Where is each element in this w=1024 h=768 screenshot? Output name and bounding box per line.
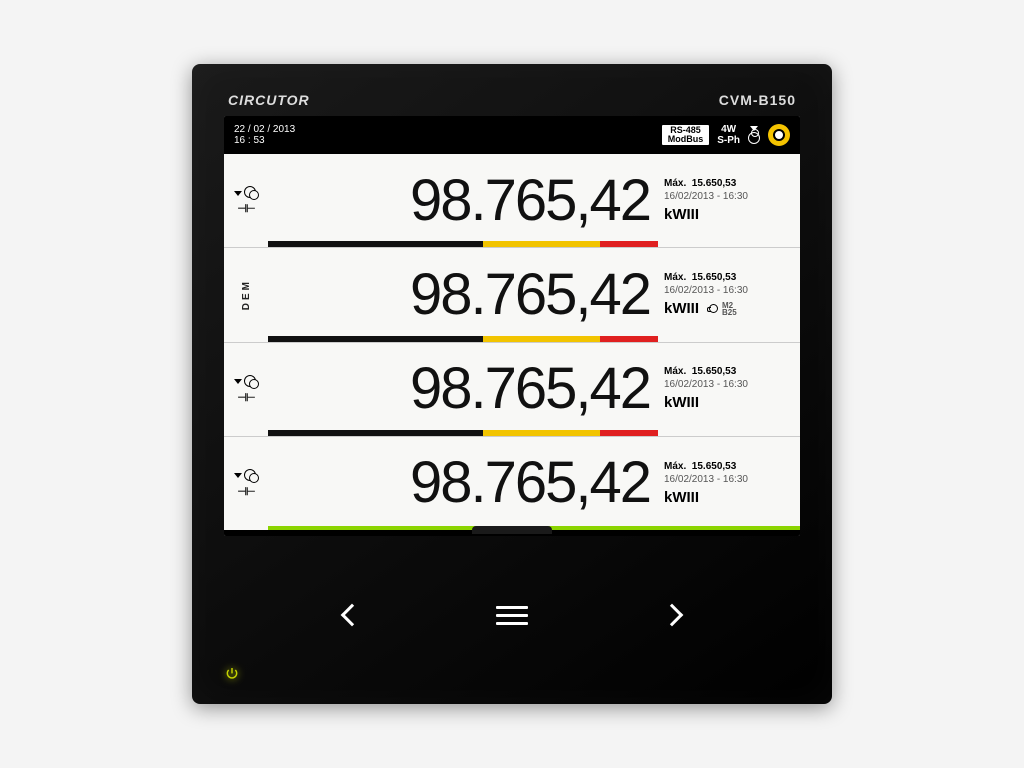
reading-row: ⊣⊢ 98.765,42 Máx. 15.650,53 16/02/2013 -… <box>224 154 800 247</box>
row-value-area: 98.765,42 <box>268 154 658 247</box>
screen: 22 / 02 / 2013 16 : 53 RS-485 ModBus 4W … <box>224 116 800 536</box>
max-timestamp: 16/02/2013 - 16:30 <box>664 284 800 297</box>
reading-value: 98.765,42 <box>410 457 650 509</box>
wiring-top: 4W <box>721 124 736 135</box>
max-label: Máx. <box>664 178 686 189</box>
max-label: Máx. <box>664 272 686 283</box>
status-wiring: 4W S-Ph <box>717 124 740 146</box>
reading-value: 98.765,42 <box>410 175 650 227</box>
unit-label: kWIII <box>664 299 699 319</box>
row-value-area: 98.765,42 <box>268 437 658 530</box>
max-value: 15.650,53 <box>692 366 737 377</box>
row-left-indicator: ⊣⊢ <box>224 437 268 530</box>
row-value-area: 98.765,42 <box>268 343 658 436</box>
max-timestamp: 16/02/2013 - 16:30 <box>664 473 800 486</box>
menu-icon <box>496 606 528 625</box>
row-info: Máx. 15.650,53 16/02/2013 - 16:30 kWIII <box>658 437 800 530</box>
chevron-left-icon <box>341 604 364 627</box>
protocol-bottom: ModBus <box>668 135 704 144</box>
status-date: 22 / 02 / 2013 <box>234 124 295 135</box>
record-indicator-icon <box>768 124 790 146</box>
row-info: Máx. 15.650,53 16/02/2013 - 16:30 kWIII … <box>658 248 800 341</box>
reading-value: 98.765,42 <box>410 269 650 321</box>
capacitor-icon: ⊣⊢ <box>237 391 254 404</box>
unit-label: kWIII <box>664 205 800 225</box>
max-label: Máx. <box>664 461 686 472</box>
wiring-bottom: S-Ph <box>717 135 740 146</box>
capacitor-icon: ⊣⊢ <box>237 485 254 498</box>
row-value-area: 98.765,42 <box>268 248 658 341</box>
next-button[interactable] <box>652 595 692 635</box>
bezel-header: CIRCUTOR CVM-B150 <box>224 92 800 108</box>
reading-row: ⊣⊢ 98.765,42 Máx. 15.650,53 16/02/2013 -… <box>224 436 800 530</box>
reading-value: 98.765,42 <box>410 363 650 415</box>
max-timestamp: 16/02/2013 - 16:30 <box>664 378 800 391</box>
unit-label: kWIII <box>664 488 800 508</box>
capacitor-icon: ⊣⊢ <box>237 202 254 215</box>
brand-label: CIRCUTOR <box>228 92 310 108</box>
screen-handle <box>224 530 800 536</box>
row-left-indicator: ⊣⊢ <box>224 154 268 247</box>
tariff-indicator: M2B25 <box>709 302 737 316</box>
status-datetime: 22 / 02 / 2013 16 : 53 <box>234 124 295 146</box>
status-time: 16 : 53 <box>234 135 295 146</box>
nav-bar <box>224 546 800 684</box>
row-left-indicator: ⊣⊢ <box>224 343 268 436</box>
model-label: CVM-B150 <box>719 92 796 108</box>
max-value: 15.650,53 <box>692 461 737 472</box>
dem-label: DEM <box>241 279 252 310</box>
max-value: 15.650,53 <box>692 272 737 283</box>
menu-button[interactable] <box>492 595 532 635</box>
row-left-indicator: DEM <box>224 248 268 341</box>
tariff-icon <box>709 304 718 313</box>
unit-label: kWIII <box>664 393 800 413</box>
reading-rows: ⊣⊢ 98.765,42 Máx. 15.650,53 16/02/2013 -… <box>224 154 800 530</box>
link-icon <box>748 126 760 144</box>
reading-row: DEM 98.765,42 Máx. 15.650,53 16/02/2013 … <box>224 247 800 341</box>
row-info: Máx. 15.650,53 16/02/2013 - 16:30 kWIII <box>658 343 800 436</box>
power-icon <box>224 666 240 682</box>
reading-row: ⊣⊢ 98.765,42 Máx. 15.650,53 16/02/2013 -… <box>224 342 800 436</box>
max-timestamp: 16/02/2013 - 16:30 <box>664 190 800 203</box>
row-info: Máx. 15.650,53 16/02/2013 - 16:30 kWIII <box>658 154 800 247</box>
max-value: 15.650,53 <box>692 178 737 189</box>
max-label: Máx. <box>664 366 686 377</box>
status-protocol: RS-485 ModBus <box>662 125 710 145</box>
chevron-right-icon <box>661 604 684 627</box>
status-bar: 22 / 02 / 2013 16 : 53 RS-485 ModBus 4W … <box>224 116 800 154</box>
device-frame: CIRCUTOR CVM-B150 22 / 02 / 2013 16 : 53… <box>192 64 832 704</box>
prev-button[interactable] <box>332 595 372 635</box>
